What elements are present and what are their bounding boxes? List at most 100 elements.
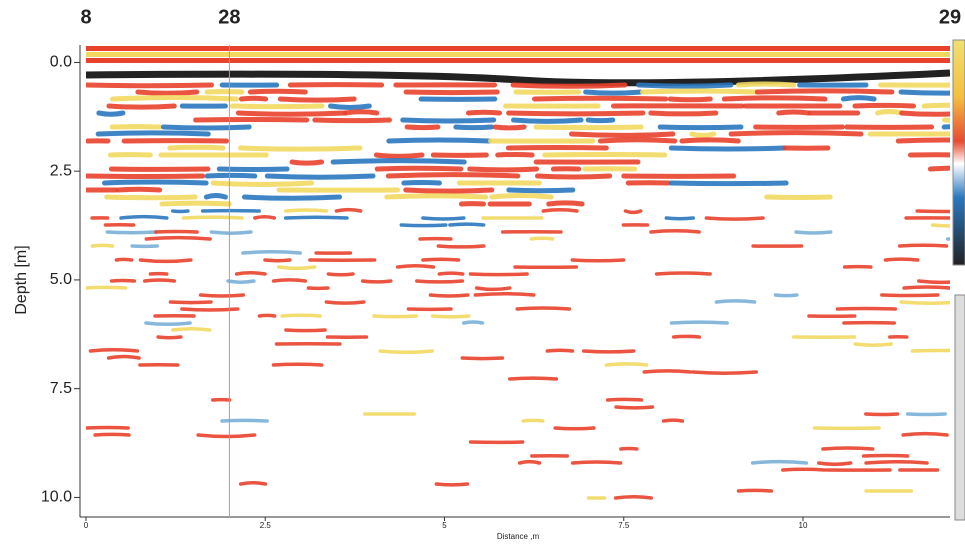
reflection	[181, 215, 244, 220]
reflection	[852, 102, 916, 109]
reflection	[400, 117, 497, 124]
reflection	[583, 89, 643, 96]
reflection	[115, 186, 163, 193]
reflection	[234, 271, 267, 276]
reflection	[283, 215, 349, 220]
reflection	[910, 348, 950, 353]
reflection	[533, 124, 644, 131]
reflection	[448, 222, 486, 227]
reflection	[553, 426, 596, 431]
reflection	[253, 214, 277, 220]
reflection	[510, 82, 628, 89]
x-tick-label: 5	[442, 521, 447, 530]
reflection	[704, 216, 765, 221]
reflection	[283, 208, 329, 213]
reflection	[667, 96, 713, 103]
reflection	[721, 95, 828, 102]
reflection	[689, 131, 717, 138]
reflection	[138, 258, 193, 264]
reflection	[517, 459, 542, 465]
reflection	[821, 446, 875, 451]
reflection	[284, 328, 327, 333]
reflection	[271, 278, 308, 283]
reflection	[541, 208, 579, 213]
reflection	[794, 230, 833, 235]
reflection	[203, 193, 228, 200]
reflection	[415, 279, 465, 284]
reflection	[171, 326, 212, 332]
reflection	[883, 257, 920, 262]
surface-band	[86, 52, 950, 57]
reflection	[289, 159, 325, 166]
surface-band	[86, 46, 950, 51]
reflection	[534, 173, 613, 180]
reflection	[235, 110, 348, 117]
reflection	[529, 236, 555, 241]
reflection	[373, 152, 425, 159]
reflection	[468, 272, 529, 277]
reflection	[430, 314, 471, 319]
reflection	[384, 193, 489, 200]
reflection	[898, 89, 950, 96]
reflection	[505, 144, 609, 151]
reflection	[104, 194, 198, 201]
reflection	[728, 130, 864, 137]
reflection	[657, 124, 744, 131]
reflection	[144, 235, 212, 241]
reflection	[374, 165, 464, 172]
surface-band	[86, 69, 950, 87]
reflection	[545, 348, 575, 353]
reflection	[532, 95, 669, 102]
reflection	[436, 244, 486, 249]
reflection	[156, 335, 183, 340]
reflection	[110, 95, 239, 102]
reflection	[570, 258, 626, 263]
color-bar-panel	[954, 294, 965, 521]
marker-label: 8	[80, 6, 91, 28]
reflection	[492, 124, 527, 131]
reflection	[585, 117, 616, 124]
reflection	[642, 369, 693, 374]
reflection	[271, 362, 324, 367]
reflection	[930, 223, 950, 228]
reflection	[661, 418, 685, 423]
y-axis-label: Depth [m]	[13, 245, 30, 314]
reflection	[198, 293, 246, 298]
x-tick-label: 7.5	[618, 521, 630, 530]
reflection	[597, 137, 678, 144]
reflection	[754, 88, 895, 95]
reflection	[773, 293, 799, 298]
surface-band	[86, 58, 950, 63]
reflection	[404, 124, 441, 131]
reflection	[649, 229, 701, 234]
reflection	[917, 279, 950, 285]
reflection	[508, 376, 559, 381]
reflection	[875, 109, 905, 116]
reflection	[238, 480, 268, 486]
reflection	[403, 89, 500, 96]
reflection	[395, 263, 436, 269]
reflection	[927, 165, 950, 172]
reflection	[95, 130, 211, 137]
reflection	[437, 271, 465, 276]
reflection	[167, 144, 226, 151]
reflection	[861, 453, 910, 458]
reflection	[636, 82, 734, 89]
reflection	[238, 95, 269, 102]
reflection	[378, 349, 435, 355]
reflection	[334, 207, 363, 213]
y-tick-label: 2.5	[50, 162, 72, 179]
reflection	[671, 334, 702, 339]
reflection	[257, 313, 277, 318]
reflection	[453, 124, 495, 131]
reflection	[421, 257, 461, 262]
reflection	[506, 187, 576, 194]
reflection	[853, 342, 893, 347]
reflection	[668, 180, 789, 187]
reflection	[330, 158, 467, 165]
reflection	[604, 362, 649, 367]
reflection	[88, 348, 140, 353]
reflection	[668, 145, 787, 152]
reflection	[106, 354, 141, 360]
